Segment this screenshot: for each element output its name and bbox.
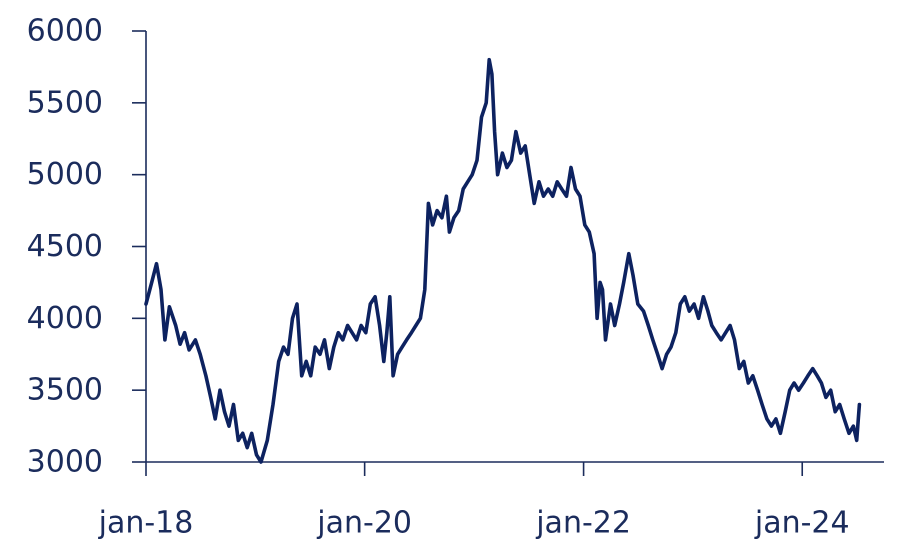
- y-tick-label: 5000: [27, 157, 103, 192]
- series-line: [144, 57, 862, 464]
- y-tick-label: 6000: [27, 14, 103, 49]
- axes: [145, 31, 884, 463]
- x-tick-label: jan-18: [98, 506, 194, 541]
- y-tick-label: 3500: [27, 373, 103, 408]
- x-tick-label: jan-24: [754, 506, 850, 541]
- y-tick-label: 5500: [27, 85, 103, 120]
- y-tick-label: 4000: [27, 301, 103, 336]
- x-tick-label: jan-22: [535, 506, 631, 541]
- series-group: [144, 57, 862, 464]
- x-tick-label: jan-20: [316, 506, 412, 541]
- y-tick-label: 4500: [27, 229, 103, 264]
- y-tick-label: 3000: [27, 445, 103, 480]
- y-axis-ticks: 3000 3500 4000 4500 5000 5500 6000: [27, 14, 146, 480]
- x-axis-ticks: jan-18 jan-20 jan-22 jan-24: [98, 462, 850, 541]
